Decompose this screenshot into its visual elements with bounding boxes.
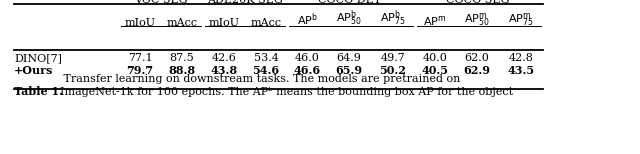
Text: 50.2: 50.2: [380, 65, 406, 76]
Text: 87.5: 87.5: [170, 53, 195, 63]
Text: 43.8: 43.8: [211, 65, 237, 76]
Text: 42.6: 42.6: [212, 53, 236, 63]
Text: 42.8: 42.8: [509, 53, 533, 63]
Text: mAcc: mAcc: [166, 18, 198, 28]
Text: mAcc: mAcc: [250, 18, 282, 28]
Text: COCO SEG: COCO SEG: [446, 0, 509, 5]
Text: 88.8: 88.8: [168, 65, 196, 76]
Text: +Ours: +Ours: [14, 65, 53, 76]
Text: 46.0: 46.0: [294, 53, 319, 63]
Text: COCO DET: COCO DET: [319, 0, 381, 5]
Text: Transfer learning on downstream tasks. The models are pretrained on
ImageNet-1k : Transfer learning on downstream tasks. T…: [60, 74, 513, 97]
Text: 77.1: 77.1: [128, 53, 152, 63]
Text: $\mathregular{AP^{m}_{75}}$: $\mathregular{AP^{m}_{75}}$: [508, 11, 534, 28]
Text: mIoU: mIoU: [125, 18, 156, 28]
Text: 46.6: 46.6: [293, 65, 321, 76]
Text: $\mathregular{AP^{b}}$: $\mathregular{AP^{b}}$: [296, 11, 317, 28]
Text: Table 1.: Table 1.: [14, 86, 63, 97]
Text: 40.5: 40.5: [422, 65, 449, 76]
Text: $\mathregular{AP^{m}}$: $\mathregular{AP^{m}}$: [423, 14, 447, 28]
Text: DINO[7]: DINO[7]: [14, 53, 62, 63]
Text: 65.9: 65.9: [335, 65, 363, 76]
Text: $\mathregular{AP^{b}_{75}}$: $\mathregular{AP^{b}_{75}}$: [380, 8, 406, 28]
Text: 54.6: 54.6: [252, 65, 280, 76]
Text: 43.5: 43.5: [508, 65, 534, 76]
Text: 79.7: 79.7: [127, 65, 154, 76]
Text: 40.0: 40.0: [422, 53, 447, 63]
Text: VOC SEG: VOC SEG: [134, 0, 188, 5]
Text: 62.9: 62.9: [463, 65, 490, 76]
Text: 53.4: 53.4: [253, 53, 278, 63]
Text: 64.9: 64.9: [337, 53, 362, 63]
Text: 49.7: 49.7: [381, 53, 405, 63]
Text: 62.0: 62.0: [465, 53, 490, 63]
Text: $\mathregular{AP^{b}_{50}}$: $\mathregular{AP^{b}_{50}}$: [336, 8, 362, 28]
Text: $\mathregular{AP^{m}_{50}}$: $\mathregular{AP^{m}_{50}}$: [464, 11, 490, 28]
Text: mIoU: mIoU: [209, 18, 239, 28]
Text: ADE20K SEG: ADE20K SEG: [207, 0, 283, 5]
